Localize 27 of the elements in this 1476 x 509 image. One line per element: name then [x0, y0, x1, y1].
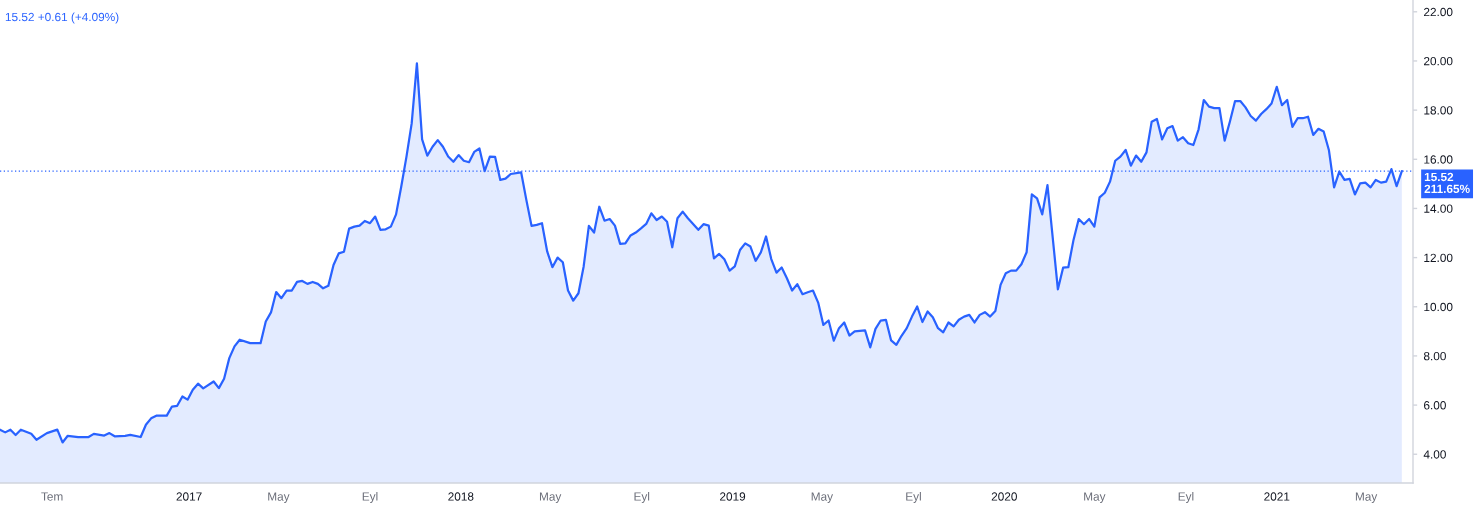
- y-tick-label: 16.00: [1424, 155, 1453, 164]
- x-tick-label: Eyl: [634, 492, 650, 504]
- text: 15.52 +0.61 (+4.09%): [5, 12, 119, 24]
- x-tick-label: 2019: [720, 492, 746, 501]
- x-tick-label: Eyl: [362, 492, 378, 504]
- x-tick-label: Eyl: [906, 492, 921, 504]
- x-tick-label: Tem: [41, 492, 63, 501]
- x-tick-label: May: [811, 492, 834, 504]
- y-tick-label: 6.00: [1424, 401, 1446, 410]
- x-tick-label: May: [1355, 492, 1378, 504]
- x-tick-label: 2020: [991, 492, 1017, 501]
- x-tick-label: May: [1084, 492, 1106, 504]
- y-tick-label: 4.00: [1423, 450, 1446, 459]
- x-tick-label: 2021: [1264, 492, 1290, 501]
- x-tick-label: 2017: [176, 492, 202, 501]
- x-tick-label: May: [539, 492, 562, 504]
- y-tick-label: 12.00: [1424, 253, 1453, 262]
- x-tick-label: Eyl: [1178, 492, 1194, 504]
- y-tick-label: 14.00: [1424, 204, 1453, 213]
- y-tick-label: 22.00: [1424, 7, 1453, 17]
- ref-line-label: 15.52 211.65%: [1424, 172, 1470, 193]
- y-tick-label: 18.00: [1424, 106, 1453, 115]
- y-tick-label: 8.00: [1423, 351, 1446, 361]
- y-tick-label: 10.00: [1424, 302, 1453, 312]
- x-tick-label: 2018: [448, 492, 474, 501]
- x-tick-label: May: [268, 492, 290, 504]
- y-tick-label: 20.00: [1424, 56, 1453, 66]
